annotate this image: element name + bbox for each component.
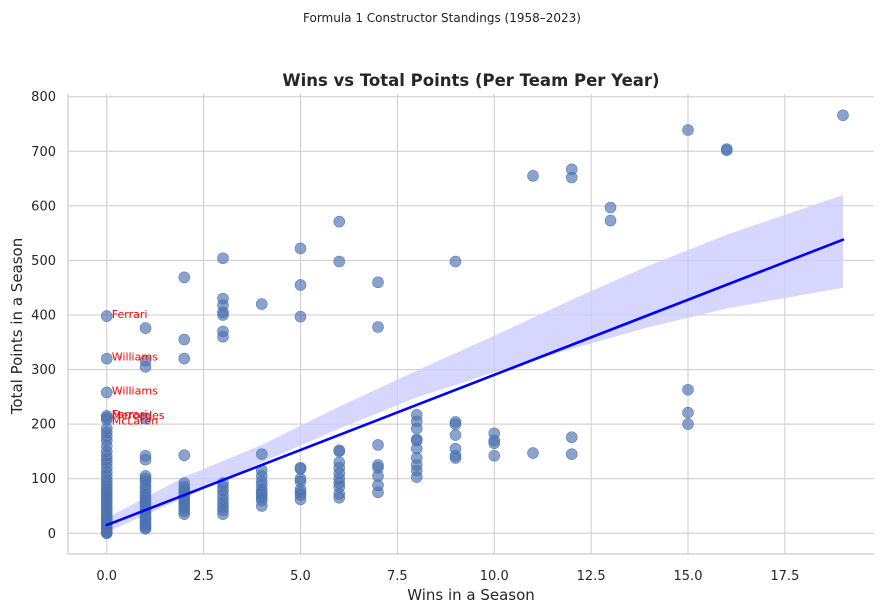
data-point bbox=[217, 508, 229, 520]
data-point bbox=[449, 452, 462, 464]
data-point bbox=[565, 431, 578, 444]
y-tick-label: 500 bbox=[31, 254, 56, 269]
regression-line-group bbox=[105, 238, 845, 527]
data-point bbox=[449, 255, 462, 268]
data-point bbox=[682, 418, 694, 430]
data-point bbox=[100, 527, 113, 540]
y-tick-label: 700 bbox=[31, 145, 56, 160]
data-point bbox=[682, 124, 694, 136]
y-tick-label: 800 bbox=[31, 90, 56, 105]
x-tick-label: 5.0 bbox=[290, 569, 311, 584]
data-point bbox=[178, 449, 191, 462]
data-point bbox=[527, 447, 539, 459]
y-tick-label: 0 bbox=[48, 527, 56, 542]
regression-line bbox=[105, 238, 845, 527]
team-annotation: McLaren bbox=[112, 414, 158, 427]
data-point bbox=[217, 309, 229, 321]
data-point bbox=[488, 437, 501, 450]
data-point bbox=[139, 322, 152, 334]
x-tick-label: 0.0 bbox=[96, 569, 117, 584]
data-point bbox=[217, 252, 229, 265]
data-point bbox=[178, 508, 191, 520]
data-point bbox=[372, 439, 384, 451]
x-tick-label: 15.0 bbox=[674, 569, 703, 584]
data-point bbox=[100, 352, 113, 365]
x-tick-label: 10.0 bbox=[480, 569, 509, 584]
confidence-band-group bbox=[106, 194, 843, 533]
data-point bbox=[294, 493, 307, 506]
y-tick-label: 400 bbox=[31, 308, 56, 323]
chart-title: Wins vs Total Points (Per Team Per Year) bbox=[282, 71, 659, 90]
data-point bbox=[100, 310, 113, 322]
x-axis-label: Wins in a Season bbox=[407, 586, 535, 604]
data-point bbox=[449, 418, 462, 430]
data-point bbox=[139, 523, 152, 535]
data-point bbox=[333, 445, 346, 458]
data-point bbox=[294, 463, 307, 475]
data-point bbox=[410, 471, 423, 483]
team-annotation: Mercedes bbox=[112, 409, 165, 422]
data-point bbox=[178, 352, 191, 365]
data-point bbox=[294, 279, 307, 291]
data-point bbox=[255, 500, 268, 512]
data-point bbox=[294, 242, 307, 255]
data-point bbox=[527, 170, 539, 182]
data-point bbox=[333, 491, 346, 504]
data-point bbox=[449, 429, 462, 441]
data-point bbox=[255, 298, 268, 310]
data-point bbox=[682, 406, 694, 419]
y-tick-label: 200 bbox=[31, 418, 56, 433]
data-point bbox=[410, 422, 423, 435]
confidence-band bbox=[106, 194, 843, 533]
data-point bbox=[565, 171, 578, 184]
data-point bbox=[333, 255, 346, 268]
data-point bbox=[837, 109, 849, 122]
data-point bbox=[217, 331, 229, 343]
data-point bbox=[333, 215, 346, 228]
data-point bbox=[139, 361, 152, 373]
data-point bbox=[604, 214, 617, 227]
x-tick-label: 12.5 bbox=[577, 569, 606, 584]
data-point bbox=[372, 486, 384, 499]
data-point bbox=[720, 144, 733, 157]
x-tick-label: 2.5 bbox=[193, 569, 214, 584]
team-annotation: Williams bbox=[112, 384, 158, 397]
data-point bbox=[100, 386, 113, 399]
x-tick-label: 7.5 bbox=[387, 569, 408, 584]
data-point bbox=[178, 333, 191, 346]
data-point bbox=[565, 448, 578, 460]
y-axis-label: Total Points in a Season bbox=[8, 238, 26, 415]
team-annotation: Ferrari bbox=[112, 308, 148, 321]
y-tick-label: 100 bbox=[31, 472, 56, 487]
data-point bbox=[488, 449, 501, 462]
y-tick-label: 600 bbox=[31, 199, 56, 214]
axes-group: 0.0 2.5 5.0 7.5 10.0 12.5 15.0 17.5 0 100 200 300 40… bbox=[31, 90, 874, 584]
data-point bbox=[682, 383, 694, 396]
data-point bbox=[372, 276, 384, 289]
data-point bbox=[255, 448, 268, 460]
team-annotations-group: FerrariWilliamsWilliamsFerrariMercedesMc… bbox=[112, 308, 165, 427]
data-point bbox=[139, 412, 152, 425]
x-tick-label: 17.5 bbox=[770, 569, 799, 584]
data-point bbox=[372, 321, 384, 333]
data-point bbox=[294, 310, 307, 323]
figure-suptitle: Formula 1 Constructor Standings (1958–20… bbox=[303, 11, 581, 25]
team-annotation: Ferrari bbox=[112, 408, 148, 421]
data-point bbox=[604, 201, 617, 214]
data-point bbox=[139, 453, 152, 466]
y-tick-label: 300 bbox=[31, 363, 56, 378]
data-point bbox=[178, 271, 191, 284]
team-annotation: Williams bbox=[112, 351, 158, 364]
